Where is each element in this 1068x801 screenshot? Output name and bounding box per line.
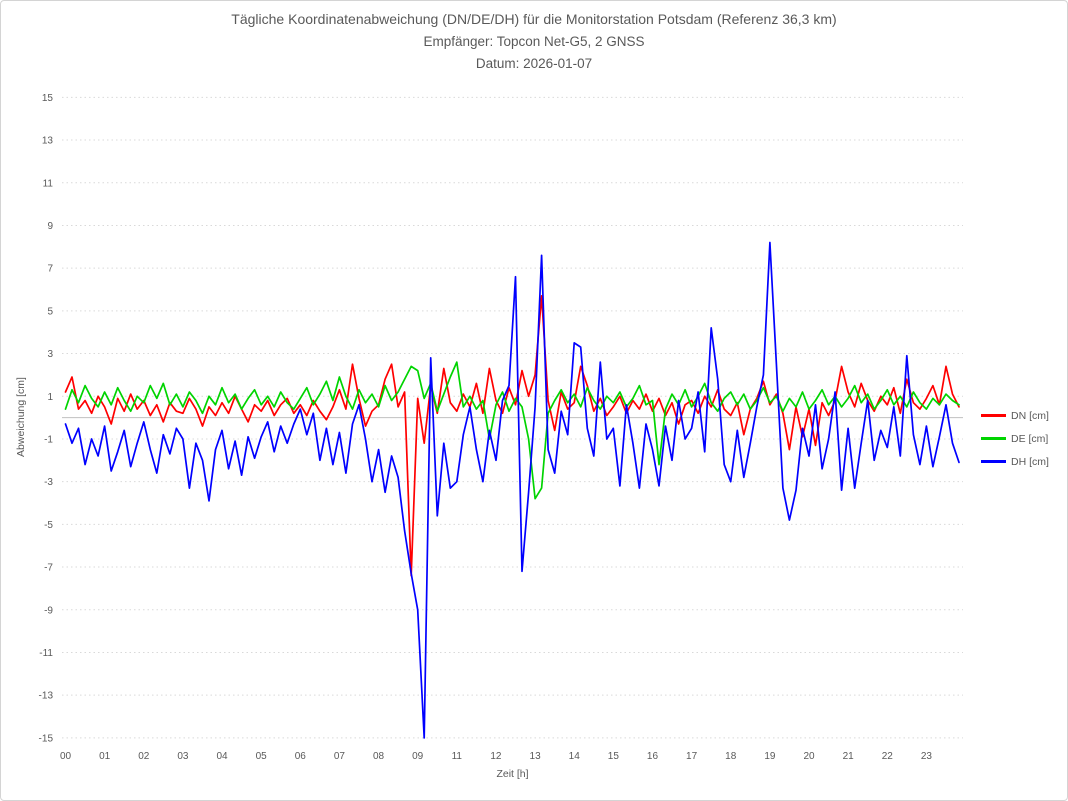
y-tick-label: 1 bbox=[47, 392, 53, 403]
chart-title-line-3: Datum: 2026-01-07 bbox=[475, 56, 593, 71]
x-tick-label: 03 bbox=[177, 751, 189, 762]
y-tick-label: -15 bbox=[39, 733, 54, 744]
y-tick-label: 9 bbox=[47, 221, 53, 232]
y-tick-label: 7 bbox=[47, 264, 53, 275]
x-tick-label: 09 bbox=[412, 751, 424, 762]
legend-label-de: DE [cm] bbox=[1011, 432, 1049, 445]
y-tick-label: 3 bbox=[47, 349, 53, 360]
x-tick-label: 11 bbox=[452, 751, 463, 762]
y-tick-label: 5 bbox=[47, 306, 53, 317]
x-tick-label: 15 bbox=[608, 751, 620, 762]
legend-item-dh: DH [cm] bbox=[981, 450, 1049, 473]
x-tick-label: 23 bbox=[921, 751, 933, 762]
y-tick-label: -7 bbox=[44, 563, 53, 574]
chart-title-line-2: Empfänger: Topcon Net-G5, 2 GNSS bbox=[423, 34, 645, 49]
x-tick-label: 14 bbox=[569, 751, 581, 762]
x-tick-label: 04 bbox=[216, 751, 228, 762]
chart-title: Tägliche Koordinatenabweichung (DN/DE/DH… bbox=[0, 8, 1068, 75]
x-tick-label: 13 bbox=[530, 751, 542, 762]
y-tick-label: 11 bbox=[43, 178, 54, 189]
y-tick-label: -13 bbox=[39, 691, 54, 702]
y-tick-label: -1 bbox=[44, 434, 53, 445]
series-dn-line bbox=[64, 295, 960, 577]
y-tick-label: -3 bbox=[44, 477, 53, 488]
legend: DN [cm] DE [cm] DH [cm] bbox=[981, 404, 1049, 473]
dh-line-swatch-icon bbox=[981, 460, 1006, 463]
x-tick-label: 21 bbox=[843, 751, 855, 762]
de-line-swatch-icon bbox=[981, 437, 1006, 440]
chart-title-line-1: Tägliche Koordinatenabweichung (DN/DE/DH… bbox=[231, 11, 837, 27]
x-tick-label: 07 bbox=[334, 751, 346, 762]
series-de-line bbox=[64, 361, 960, 500]
legend-label-dh: DH [cm] bbox=[1011, 455, 1049, 468]
legend-item-de: DE [cm] bbox=[981, 427, 1049, 450]
y-tick-label: -9 bbox=[44, 605, 53, 616]
x-tick-label: 17 bbox=[686, 751, 698, 762]
x-tick-label: 00 bbox=[60, 751, 72, 762]
x-tick-label: 01 bbox=[99, 751, 111, 762]
y-tick-label: -11 bbox=[39, 648, 53, 659]
x-tick-label: 22 bbox=[882, 751, 894, 762]
x-tick-label: 08 bbox=[373, 751, 385, 762]
x-tick-label: 06 bbox=[295, 751, 307, 762]
x-tick-label: 19 bbox=[764, 751, 776, 762]
x-tick-label: 20 bbox=[803, 751, 815, 762]
x-tick-label: 02 bbox=[138, 751, 150, 762]
legend-label-dn: DN [cm] bbox=[1011, 409, 1049, 422]
y-tick-label: 15 bbox=[42, 93, 54, 104]
x-tick-label: 05 bbox=[256, 751, 268, 762]
x-tick-label: 16 bbox=[647, 751, 659, 762]
y-axis-title: Abweichung [cm] bbox=[15, 377, 27, 457]
legend-item-dn: DN [cm] bbox=[981, 404, 1049, 427]
dn-line-swatch-icon bbox=[981, 414, 1006, 417]
x-tick-label: 12 bbox=[490, 751, 502, 762]
x-tick-label: 18 bbox=[725, 751, 737, 762]
x-axis-title: Zeit [h] bbox=[496, 768, 529, 780]
y-tick-label: -5 bbox=[44, 520, 53, 531]
y-tick-label: 13 bbox=[42, 136, 54, 147]
series-dh-line bbox=[64, 241, 960, 739]
